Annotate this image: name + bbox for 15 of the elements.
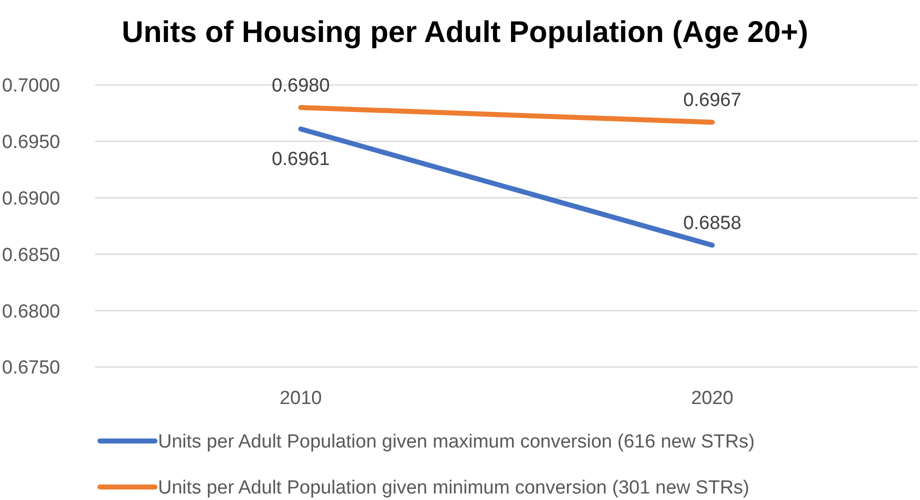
data-label: 0.6980 <box>272 76 330 97</box>
legend-label: Units per Adult Population given maximum conversion (616 new STRs) <box>158 432 755 453</box>
x-tick-label: 2010 <box>280 388 322 409</box>
y-tick-label: 0.6950 <box>2 132 60 154</box>
data-label: 0.6961 <box>272 148 330 170</box>
chart-title: Units of Housing per Adult Population (Age 20+) <box>122 16 808 49</box>
y-tick-label: 0.7000 <box>2 76 60 97</box>
y-tick-label: 0.6800 <box>2 301 60 322</box>
data-label: 0.6858 <box>683 213 742 234</box>
y-tick-label: 0.6850 <box>2 244 60 266</box>
y-tick-label: 0.6900 <box>2 188 60 210</box>
x-tick-label: 2020 <box>691 388 734 409</box>
data-label: 0.6967 <box>683 90 742 112</box>
legend-label: Units per Adult Population given minimum conversion (301 new STRs) <box>158 478 750 499</box>
y-tick-label: 0.6750 <box>2 358 60 379</box>
